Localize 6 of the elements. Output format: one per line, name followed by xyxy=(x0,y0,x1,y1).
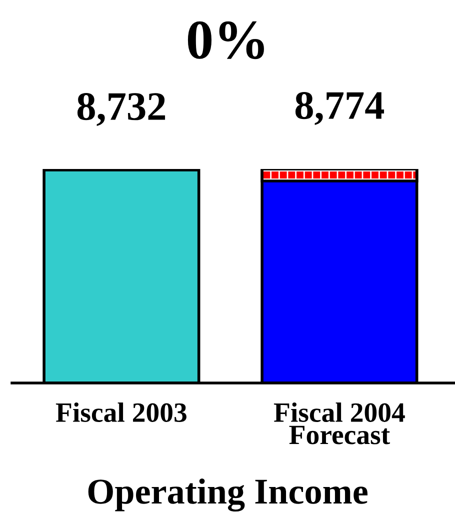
data-label: 8,732 xyxy=(77,92,166,126)
chart-title: 0% xyxy=(188,21,264,60)
data-label: 8,774 xyxy=(295,92,384,125)
x-tick-label: Fiscal 2004 Forecast xyxy=(274,402,405,444)
x-tick-label: Fiscal 2003 xyxy=(56,402,186,422)
x-axis-title: Operating Income xyxy=(88,478,368,512)
